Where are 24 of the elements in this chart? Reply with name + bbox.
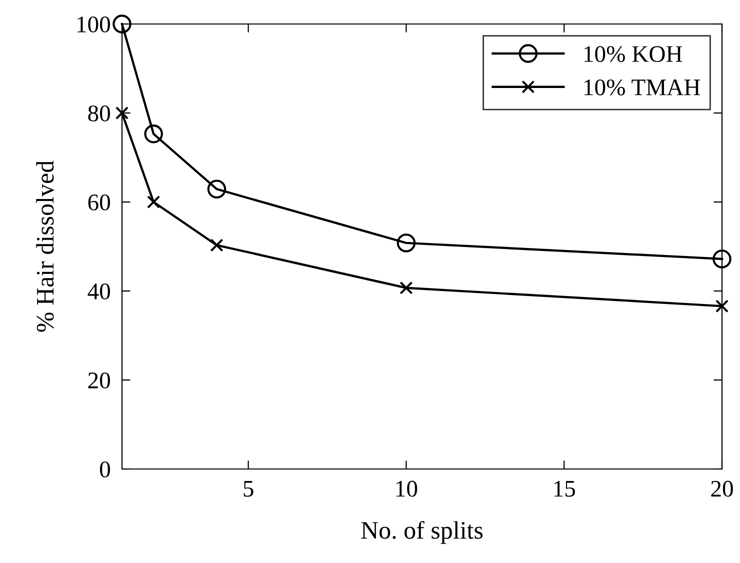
y-tick-label: 20 (88, 372, 110, 388)
y-tick-label: 0 (100, 461, 110, 478)
point (146, 195, 160, 209)
legend-label: 10% TMAH (584, 79, 700, 96)
x-tick-label: 10 (396, 480, 418, 497)
point (396, 234, 416, 252)
x-tick-label: 20 (711, 480, 733, 497)
y-tick-label: 60 (88, 194, 110, 210)
y-tick-label: 100 (78, 16, 110, 32)
legend-label: 10% KOH (584, 46, 682, 62)
point (715, 300, 729, 313)
y-tick-label: 40 (88, 283, 110, 300)
x-axis-title: No. of splits (361, 520, 483, 544)
point (144, 124, 163, 144)
y-axis-title: % Hair dissolved (36, 160, 54, 332)
point (207, 180, 226, 198)
x-tick-label: 15 (554, 480, 575, 497)
y-tick-label: 80 (88, 105, 110, 122)
point (400, 281, 413, 294)
point (112, 14, 132, 34)
point (210, 238, 224, 252)
x-tick-label: 5 (244, 481, 254, 497)
point (115, 106, 129, 120)
point (712, 250, 732, 268)
